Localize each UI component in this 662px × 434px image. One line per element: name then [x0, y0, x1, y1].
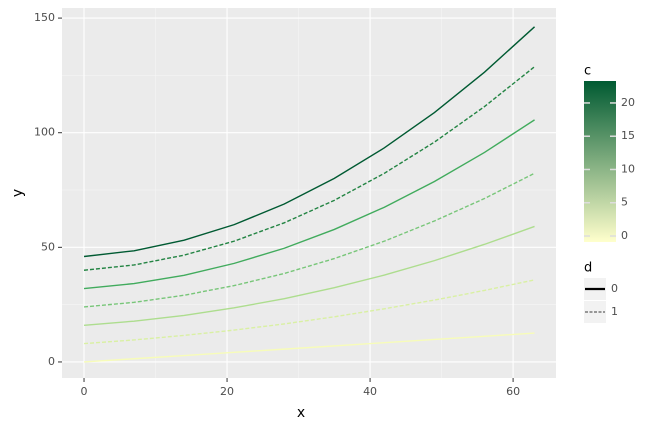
series-line: [83, 225, 535, 326]
series-line: [83, 279, 535, 345]
series-line: [83, 172, 535, 308]
y-tick-label: 150: [34, 11, 55, 24]
y-axis-title: y: [10, 189, 26, 197]
series-line: [83, 26, 536, 258]
y-tick-label: 0: [48, 355, 55, 368]
x-tick-label: 0: [81, 385, 88, 398]
colorbar-label: 20: [621, 96, 635, 109]
x-tick-label: 20: [220, 385, 234, 398]
colorbar: [584, 81, 616, 242]
series-line: [83, 66, 535, 271]
color-legend-title: c: [584, 64, 591, 79]
colorbar-label: 10: [621, 162, 635, 175]
x-axis-title: x: [297, 405, 305, 421]
x-tick-label: 60: [506, 385, 520, 398]
y-tick-label: 50: [41, 240, 55, 253]
x-tick-label: 40: [363, 385, 377, 398]
plot-panel: [62, 8, 556, 378]
legend-label: 0: [611, 282, 618, 295]
legend-label: 1: [611, 305, 618, 318]
colorbar-label: 5: [621, 196, 628, 209]
y-tick-label: 100: [34, 126, 55, 139]
series-line: [83, 332, 535, 363]
colorbar-label: 15: [621, 129, 635, 142]
colorbar-label: 0: [621, 229, 628, 242]
series-line: [83, 119, 535, 290]
linetype-legend-title: d: [584, 261, 592, 276]
